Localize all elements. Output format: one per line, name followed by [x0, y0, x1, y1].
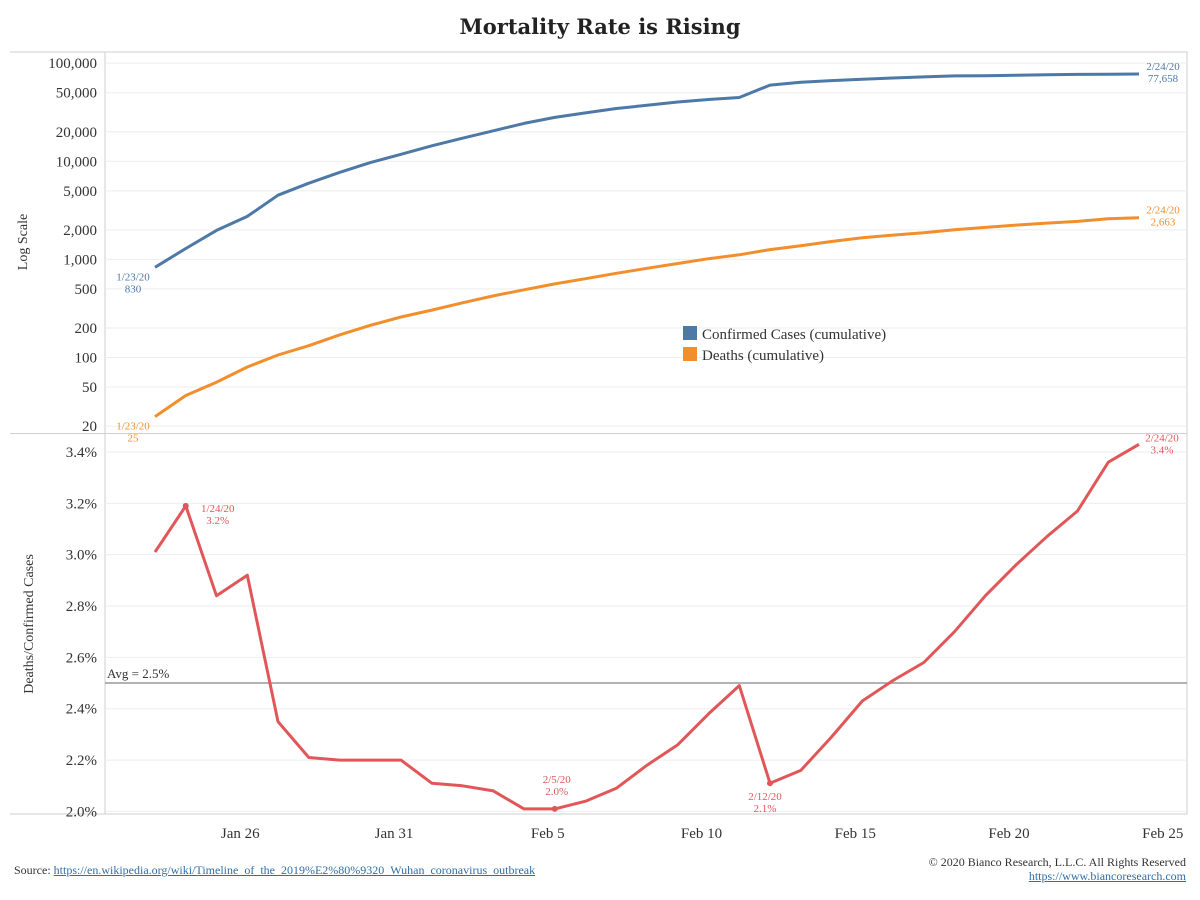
- legend-entry: Deaths (cumulative): [683, 347, 824, 364]
- plot-frame: [10, 51, 1188, 815]
- bottom-y-tick-label: 2.8%: [66, 599, 97, 615]
- data-label-date: 1/24/20: [201, 503, 235, 515]
- data-point-marker: [182, 502, 189, 509]
- copyright-text: © 2020 Bianco Research, L.L.C. All Right…: [928, 855, 1186, 869]
- data-point-marker: [551, 805, 558, 812]
- bottom-y-axis-label: Deaths/Confirmed Cases: [22, 554, 37, 694]
- data-label-date: 2/24/20: [1146, 61, 1180, 73]
- mortality-rate-line: [153, 443, 1140, 811]
- legend-label: Deaths (cumulative): [702, 348, 824, 364]
- legend-entry: Confirmed Cases (cumulative): [683, 326, 886, 343]
- legend-swatch: [683, 347, 697, 361]
- data-label: 2/12/202.1%: [748, 780, 782, 815]
- average-reference: Avg = 2.5%: [105, 666, 1187, 684]
- data-label-date: 1/23/20: [116, 271, 150, 283]
- data-label: 2/24/203.4%: [1145, 432, 1179, 456]
- average-label: Avg = 2.5%: [107, 666, 170, 681]
- data-label-value: 2.1%: [754, 803, 777, 815]
- data-label-value: 77,658: [1148, 73, 1179, 85]
- top-y-tick-label: 2,000: [63, 223, 97, 239]
- bottom-y-tick-label: 2.6%: [66, 650, 97, 666]
- top-y-axis: 20 50 100 200 500 1,000 2,000 5,000 10,000 20,000…: [48, 56, 97, 435]
- bottom-y-tick-label: 2.4%: [66, 702, 97, 718]
- bottom-y-tick-label: 3.0%: [66, 548, 97, 564]
- data-label-value: 3.4%: [1151, 444, 1174, 456]
- data-label-value: 830: [125, 283, 142, 295]
- x-tick-label: Feb 25: [1142, 826, 1183, 842]
- bottom-y-tick-label: 3.4%: [66, 445, 97, 461]
- gridlines: [105, 62, 1187, 812]
- chart-title: Mortality Rate is Rising: [459, 14, 741, 39]
- legend: Confirmed Cases (cumulative) Deaths (cumu…: [683, 326, 886, 364]
- top-y-tick-label: 10,000: [56, 154, 97, 170]
- top-y-tick-label: 100,000: [48, 56, 97, 72]
- x-axis: Jan 26 Jan 31 Feb 5 Feb 10 Feb 15 Feb 20 Feb 2…: [221, 826, 1184, 842]
- top-y-tick-label: 500: [75, 282, 98, 298]
- data-point-marker: [767, 780, 773, 787]
- data-label: 2/5/202.0%: [543, 774, 572, 812]
- footer-source: Source: https://en.wikipedia.org/wiki/Ti…: [14, 863, 535, 878]
- top-y-tick-label: 1,000: [63, 252, 97, 268]
- x-tick-label: Jan 31: [375, 826, 414, 842]
- top-y-tick-label: 50: [82, 380, 97, 396]
- top-y-tick-label: 20: [82, 419, 97, 435]
- top-y-tick-label: 5,000: [63, 184, 97, 200]
- data-label-date: 2/24/20: [1146, 205, 1180, 217]
- bottom-y-tick-label: 3.2%: [66, 496, 97, 512]
- deaths-line: [154, 216, 1140, 418]
- x-tick-label: Feb 15: [835, 826, 876, 842]
- data-label: 1/24/203.2%: [182, 502, 235, 527]
- data-label-date: 1/23/20: [116, 421, 150, 433]
- footer-right: © 2020 Bianco Research, L.L.C. All Right…: [929, 855, 1186, 883]
- confirmed-cases-line: [154, 72, 1140, 269]
- website-link[interactable]: https://www.biancoresearch.com: [1028, 869, 1186, 883]
- data-label-date: 2/24/20: [1145, 432, 1179, 444]
- top-y-tick-label: 100: [75, 351, 98, 367]
- series-lines: [153, 72, 1140, 811]
- source-label: Source:: [14, 863, 51, 877]
- top-y-tick-label: 20,000: [56, 125, 97, 141]
- bottom-y-tick-label: 2.0%: [66, 804, 97, 820]
- x-tick-label: Feb 20: [988, 826, 1029, 842]
- top-y-tick-label: 50,000: [56, 86, 97, 102]
- data-label-value: 2,663: [1151, 217, 1176, 229]
- x-tick-label: Feb 10: [681, 826, 722, 842]
- data-label: 2/24/202,663: [1146, 205, 1180, 229]
- data-label-value: 3.2%: [206, 515, 229, 527]
- data-label-date: 2/5/20: [543, 774, 572, 786]
- data-label-value: 2.0%: [545, 786, 568, 798]
- data-label-date: 2/12/20: [748, 791, 782, 803]
- annotations: 1/23/208302/24/2077,6581/23/20252/24/202…: [116, 61, 1180, 815]
- bottom-y-tick-label: 2.2%: [66, 753, 97, 769]
- x-tick-label: Jan 26: [221, 826, 260, 842]
- x-tick-label: Feb 5: [531, 826, 565, 842]
- data-label-value: 25: [128, 433, 140, 445]
- legend-label: Confirmed Cases (cumulative): [702, 327, 886, 343]
- top-y-tick-label: 200: [75, 321, 98, 337]
- bottom-y-axis: 2.0% 2.2% 2.4% 2.6% 2.8% 3.0% 3.2% 3.4%: [66, 445, 97, 820]
- source-link[interactable]: https://en.wikipedia.org/wiki/Timeline_o…: [53, 863, 536, 877]
- legend-swatch: [683, 326, 697, 340]
- top-y-axis-label: Log Scale: [16, 214, 31, 270]
